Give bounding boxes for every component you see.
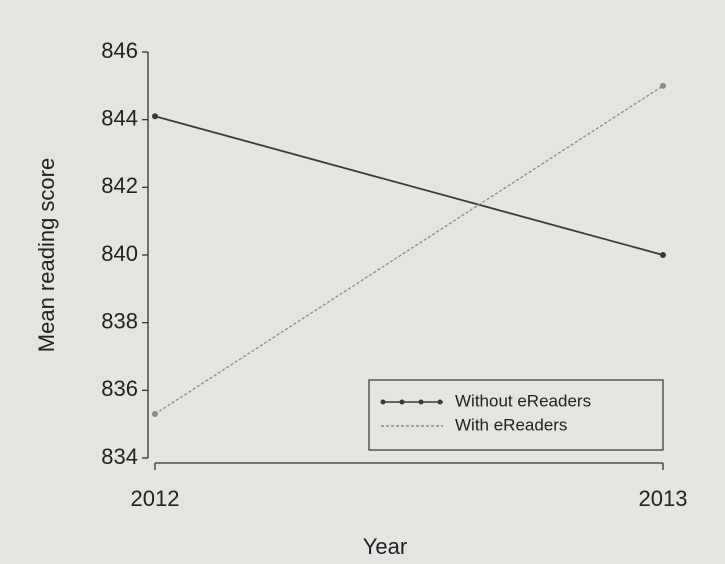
y-tick-label: 834 [101,444,138,469]
x-tick-label: 2012 [131,486,180,511]
legend-marker [399,399,405,405]
legend-marker [380,399,386,405]
y-tick-label: 846 [101,38,138,63]
x-axis-label: Year [363,534,407,559]
y-tick-label: 836 [101,376,138,401]
series-line [154,85,664,415]
y-tick-label: 838 [101,308,138,333]
series-line [154,115,664,256]
y-axis-label: Mean reading score [34,158,59,352]
legend-marker [418,399,424,405]
y-tick-label: 840 [101,241,138,266]
point-marker [660,252,666,258]
y-tick-label: 842 [101,173,138,198]
x-tick-label: 2013 [639,486,688,511]
legend-label: Without eReaders [455,391,591,410]
point-marker [152,113,158,120]
point-marker [660,82,666,89]
point-marker [152,411,158,418]
legend-box [368,379,664,451]
legend-marker [437,399,443,405]
y-tick-label: 844 [101,105,138,130]
legend-label: With eReaders [455,415,567,434]
